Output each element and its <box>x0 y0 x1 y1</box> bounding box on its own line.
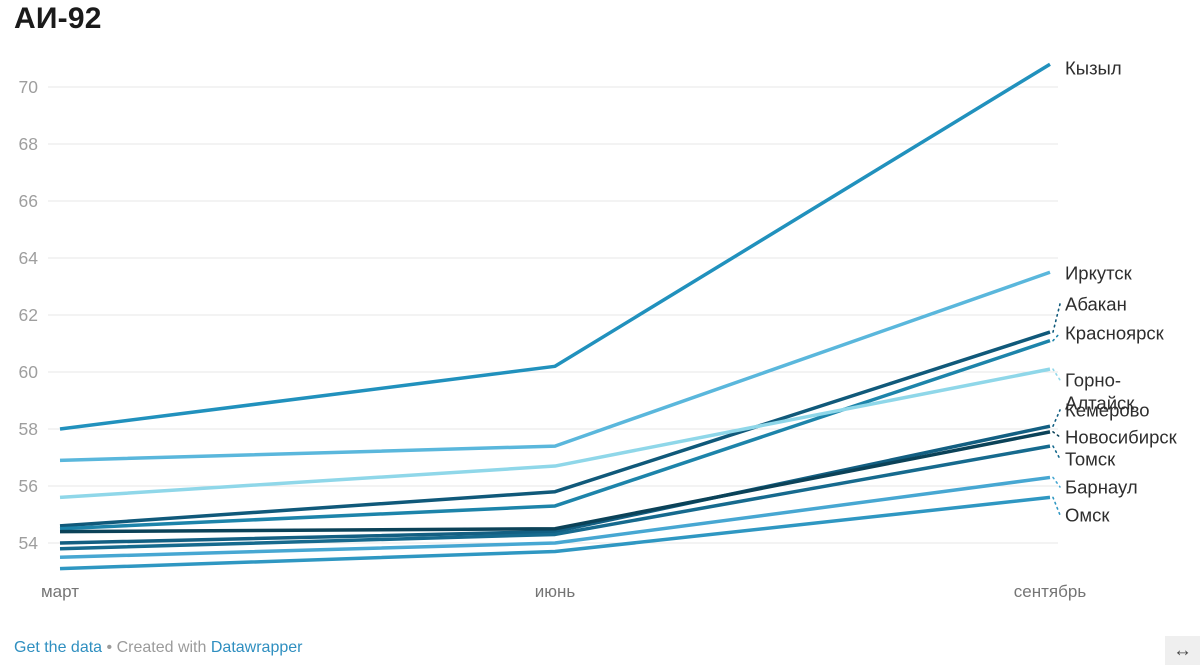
series-label-Томск: Томск <box>1065 449 1116 470</box>
series-label-connector <box>1052 496 1061 516</box>
y-tick-label: 56 <box>19 476 38 496</box>
series-line-Красноярск <box>59 338 1051 531</box>
footer-created-with-text: Created with <box>116 639 207 656</box>
series-label-connector <box>1052 303 1061 333</box>
chart-title: АИ-92 <box>14 2 102 35</box>
series-label-connector <box>1052 476 1061 488</box>
series-label-connector <box>1052 445 1061 460</box>
y-tick-label: 68 <box>19 134 38 154</box>
series-line-Томск <box>59 444 1051 551</box>
y-tick-label: 70 <box>19 77 39 97</box>
series-label-Абакан: Абакан <box>1065 294 1127 315</box>
get-data-link[interactable]: Get the data <box>14 639 103 656</box>
y-tick-label: 62 <box>19 305 38 325</box>
line-chart-canvas: 54 56 58 60 62 64 66 68 70 март июнь сентябрь Кызыл И… <box>19 58 1178 602</box>
x-tick-label: сентябрь <box>1014 582 1087 601</box>
series-label-connector <box>1052 409 1061 427</box>
series-label-Омск: Омск <box>1065 505 1110 526</box>
series-line-Горно-Алтайск <box>59 367 1051 500</box>
series-label-connector <box>1052 332 1061 342</box>
resize-handle[interactable]: ↔ <box>1165 636 1200 665</box>
y-tick-label: 64 <box>19 248 39 268</box>
series-line-Омск <box>59 495 1051 571</box>
y-tick-label: 60 <box>19 362 39 382</box>
series-label-Новосибирск: Новосибирск <box>1065 427 1178 448</box>
series-label-Кемерово: Кемерово <box>1065 400 1150 421</box>
series-line-Кемерово <box>59 424 1051 545</box>
series-line-Абакан <box>59 330 1051 528</box>
series-line-Кызыл <box>59 62 1051 431</box>
series-line-Новосибирск <box>59 430 1051 534</box>
y-tick-label: 58 <box>19 419 38 439</box>
series-label-connector <box>1052 368 1061 381</box>
series-line-Барнаул <box>59 475 1051 559</box>
footer-dot: • <box>106 639 113 656</box>
y-tick-label: 54 <box>19 533 39 553</box>
series-label-Барнаул: Барнаул <box>1065 477 1138 498</box>
series-label-connector <box>1052 431 1061 438</box>
series-label-Кызыл: Кызыл <box>1065 58 1122 79</box>
x-tick-label: март <box>41 582 79 601</box>
series-label-Красноярск: Красноярск <box>1065 323 1165 344</box>
y-tick-label: 66 <box>19 191 38 211</box>
datawrapper-brand-link[interactable]: Datawrapper <box>210 639 303 656</box>
series-label-Иркутск: Иркутск <box>1065 263 1133 284</box>
chart-footer: Get the data • Created with Datawrapper <box>14 639 302 657</box>
x-tick-label: июнь <box>535 582 576 601</box>
series-label-Горно-Алтайск: Горно-Алтайск <box>1065 370 1135 414</box>
series-line-Иркутск <box>59 270 1051 463</box>
resize-arrows-icon: ↔ <box>1173 639 1192 661</box>
